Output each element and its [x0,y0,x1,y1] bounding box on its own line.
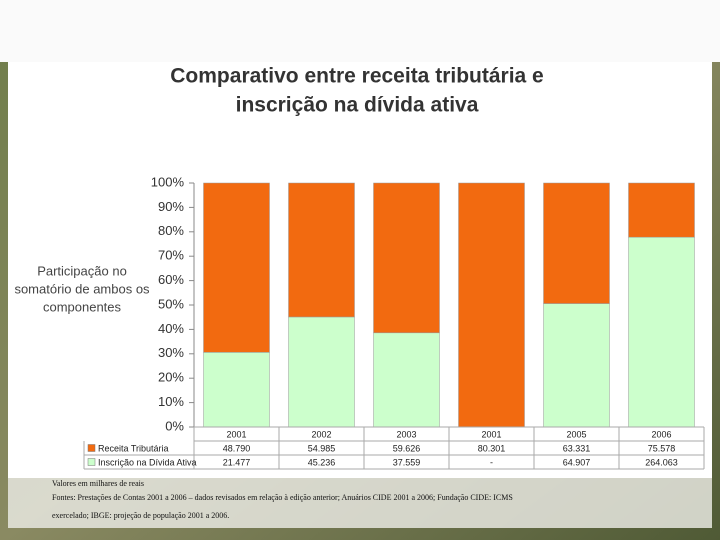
y-tick-label: 70% [158,248,184,263]
table-value: 45.236 [308,457,336,467]
table-value: 59.626 [393,443,421,453]
bar-segment [458,182,525,428]
table-value: 264.063 [645,457,678,467]
y-axis-label: componentes [43,299,122,314]
table-value: 21.477 [223,457,251,467]
x-tick-label: 2001 [481,429,501,439]
x-tick-label: 2006 [651,429,671,439]
top-band [0,0,720,62]
legend-swatch [87,458,96,466]
y-tick-label: 40% [158,321,184,336]
note: exercelado; IBGE: projeção de população … [52,511,229,520]
y-tick-label: 10% [158,394,184,409]
legend-label: Inscrição na Dívida Ativa [98,457,197,467]
bar-segment [628,236,695,428]
table-value: 54.985 [308,443,336,453]
note: Fontes: Prestações de Contas 2001 a 2006… [52,493,513,502]
bar-segment [288,316,355,428]
bar-segment [203,182,270,353]
legend-label: Receita Tributária [98,443,169,453]
x-tick-label: 2005 [566,429,586,439]
y-tick-label: 20% [158,370,184,385]
table-value: 80.301 [478,443,506,453]
bar-segment [288,182,355,318]
chart-title: Comparativo entre receita tributária e [170,65,543,88]
table-value: 63.331 [563,443,591,453]
table-value: 75.578 [648,443,676,453]
y-tick-label: 0% [165,418,184,433]
legend-swatch [87,444,96,452]
notes-band [8,478,712,528]
bar-segment [373,182,440,334]
y-tick-label: 30% [158,345,184,360]
x-tick-label: 2002 [311,429,331,439]
bar-segment [373,332,440,428]
table-value: 64.907 [563,457,591,467]
bar-segment [203,352,270,428]
bar-segment [543,303,610,428]
y-axis-label: somatório de ambos os [14,281,150,296]
table-value: 37.559 [393,457,421,467]
chart-title: inscrição na dívida ativa [236,94,479,117]
y-tick-label: 60% [158,272,184,287]
y-tick-label: 80% [158,223,184,238]
bar-segment [543,182,610,304]
bar-segment [628,182,695,238]
table-value: 48.790 [223,443,251,453]
x-tick-label: 2003 [396,429,416,439]
note: Valores em milhares de reais [52,479,144,488]
y-tick-label: 100% [151,174,185,189]
y-tick-label: 50% [158,296,184,311]
table-value: - [490,457,493,467]
y-tick-label: 90% [158,199,184,214]
x-tick-label: 2001 [226,429,246,439]
y-axis-label: Participação no [37,263,127,278]
